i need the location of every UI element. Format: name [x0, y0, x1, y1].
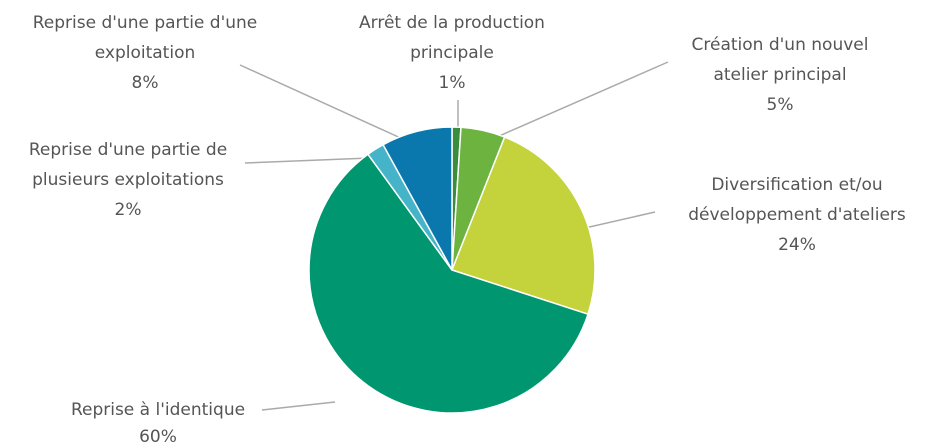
slice-label: Diversification et/ou développement d'at…: [657, 170, 931, 260]
value-label: 2%: [114, 200, 142, 220]
category-label: Reprise à l'identique: [70, 400, 246, 420]
category-label: Reprise d'une partie de plusieurs exploi…: [28, 140, 228, 190]
slice-label: Reprise à l'identique 60%: [28, 395, 288, 445]
slice-label: Création d'un nouvel atelier principal 5%: [665, 30, 895, 120]
pie-slice: [382, 126, 453, 271]
value-label: 60%: [139, 427, 177, 445]
category-label: Création d'un nouvel atelier principal: [691, 35, 869, 85]
slice-label: Reprise d'une partie d'une exploitation 8…: [30, 8, 260, 98]
value-label: 1%: [438, 73, 466, 93]
pie-slice: [451, 136, 596, 316]
category-label: Reprise d'une partie d'une exploitation: [32, 13, 258, 63]
leader-line: [244, 157, 371, 164]
slice-label: Arrêt de la production principale 1%: [332, 8, 572, 98]
leader-line: [584, 211, 656, 229]
leader-line: [489, 61, 669, 141]
slice-label: Reprise d'une partie de plusieurs exploi…: [3, 135, 253, 225]
pie-slice: [308, 153, 589, 414]
category-label: Arrêt de la production principale: [359, 13, 545, 63]
value-label: 24%: [778, 235, 816, 255]
leader-line: [261, 401, 336, 411]
category-label: Diversification et/ou développement d'at…: [688, 175, 906, 225]
value-label: 8%: [131, 73, 159, 93]
value-label: 5%: [766, 95, 794, 115]
leader-line: [239, 64, 406, 141]
